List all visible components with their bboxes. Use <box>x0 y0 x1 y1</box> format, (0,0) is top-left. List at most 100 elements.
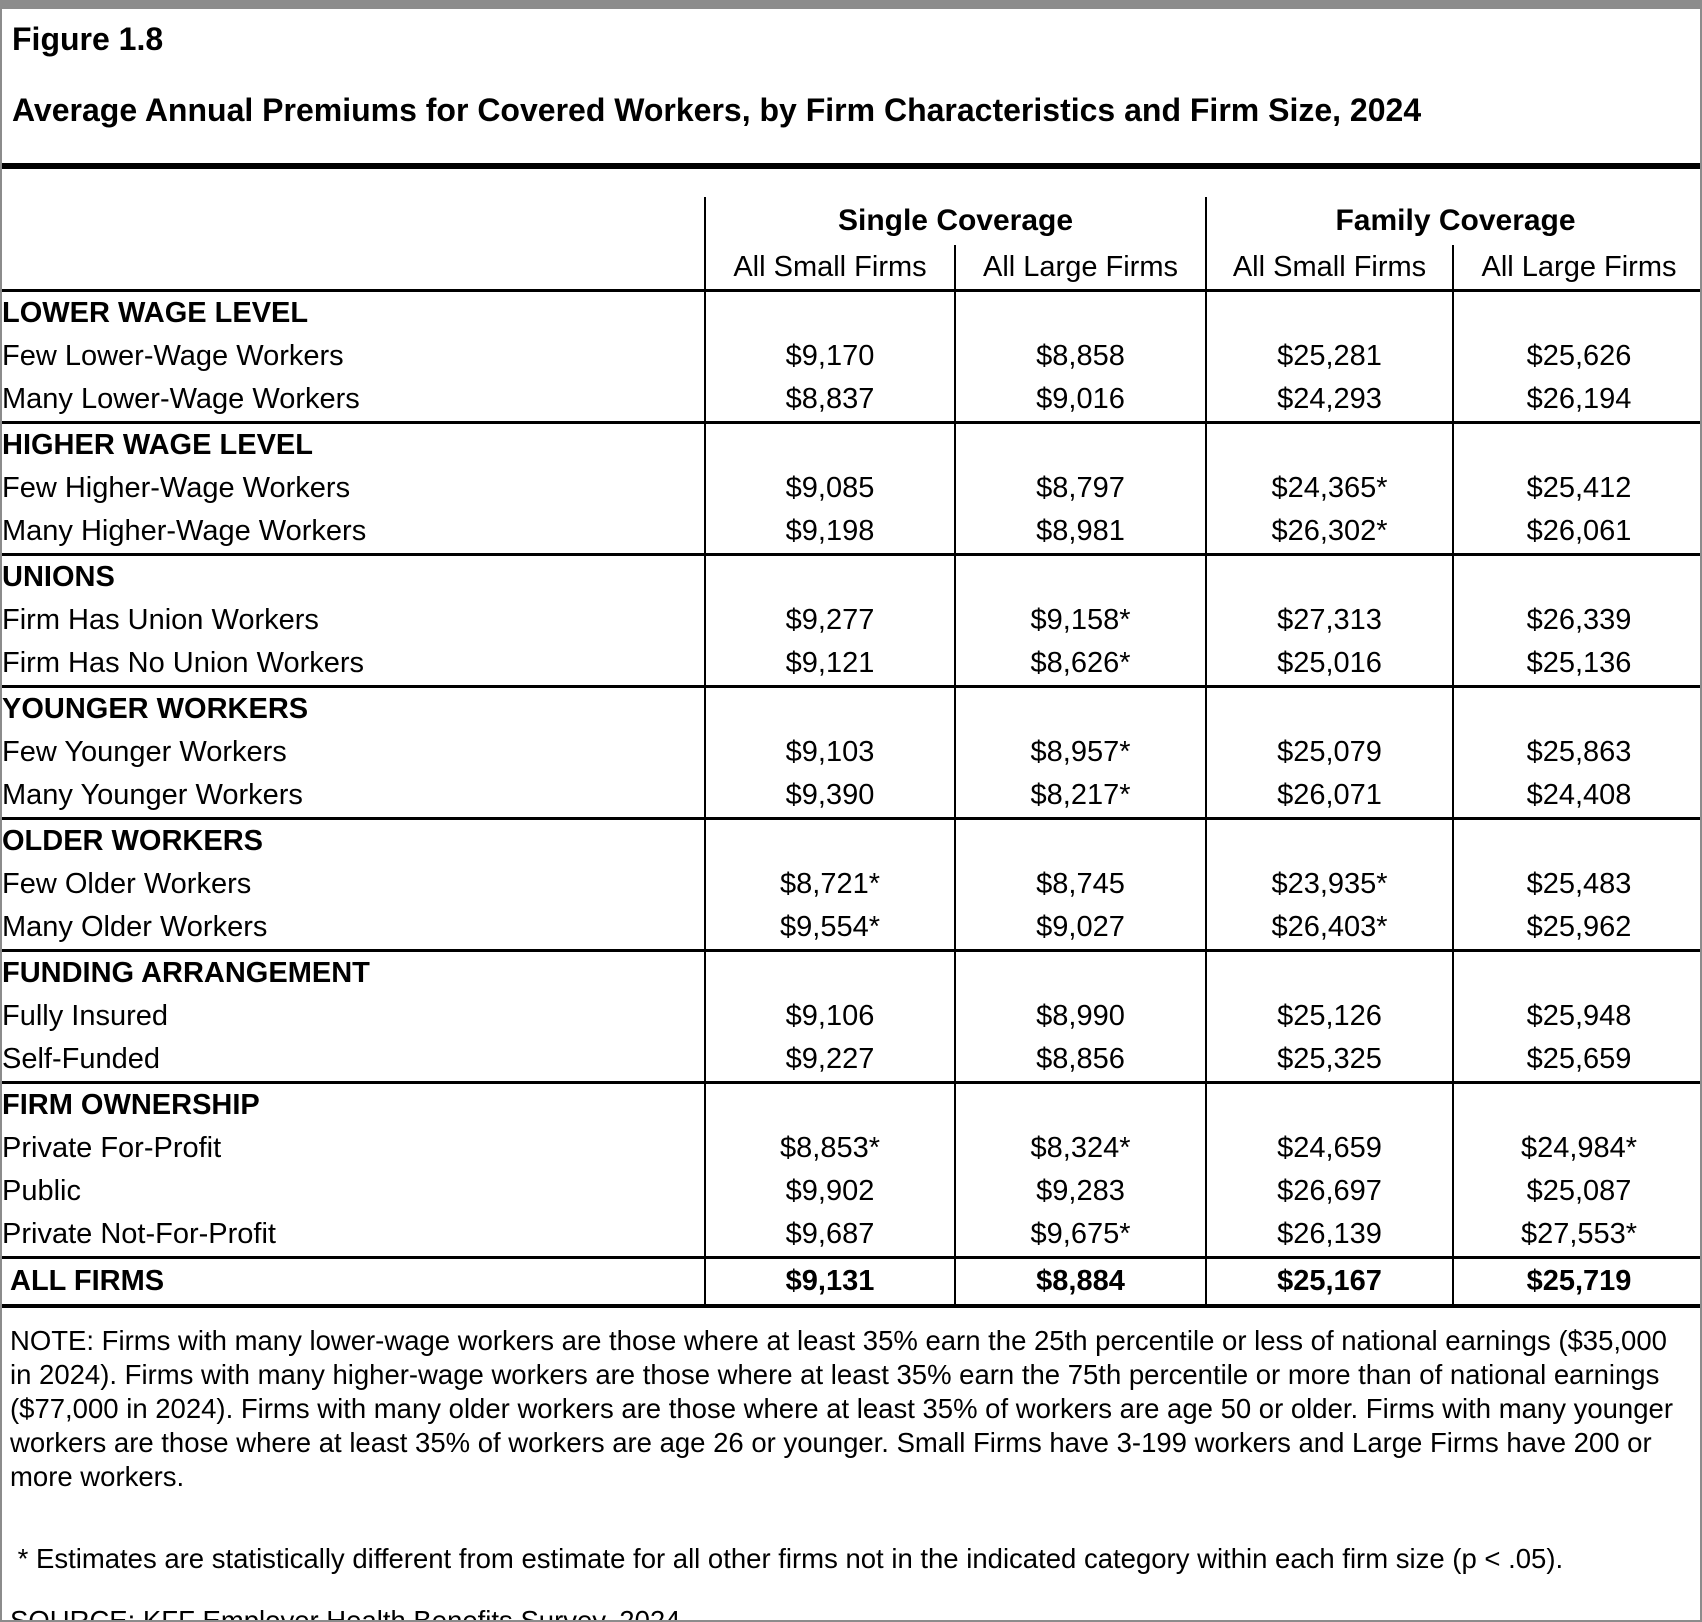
table-row: Fully Insured $9,106 $8,990 $25,126 $25,… <box>2 995 1700 1038</box>
column-header-single-large: All Large Firms <box>953 245 1207 292</box>
value-cell: $9,277 <box>704 599 955 642</box>
section-header-row: HIGHER WAGE LEVEL <box>2 421 1700 467</box>
sub-column-header-row: All Small Firms All Large Firms All Smal… <box>2 245 1700 292</box>
table-row: Many Older Workers $9,554* $9,027 $26,40… <box>2 906 1700 951</box>
table-row: Few Older Workers $8,721* $8,745 $23,935… <box>2 863 1700 906</box>
value-cell: $9,106 <box>704 995 955 1038</box>
value-cell: $8,837 <box>704 378 955 423</box>
row-label: Fully Insured <box>2 1000 169 1032</box>
empty-cell <box>1205 1081 1454 1127</box>
empty-cell <box>953 1081 1207 1127</box>
table-row: Private Not-For-Profit $9,687 $9,675* $2… <box>2 1213 1700 1258</box>
value-cell: $25,016 <box>1205 642 1454 687</box>
section-header: YOUNGER WORKERS <box>2 685 705 731</box>
source-text: SOURCE: KFF Employer Health Benefits Sur… <box>10 1605 681 1622</box>
empty-cell <box>1452 553 1700 599</box>
value-cell: $26,139 <box>1205 1213 1454 1258</box>
value-cell: $9,687 <box>704 1213 955 1258</box>
value-cell: $26,697 <box>1205 1170 1454 1213</box>
empty-cell <box>953 421 1207 467</box>
empty-cell <box>704 289 955 335</box>
value-cell: $24,408 <box>1452 774 1700 819</box>
section-header-row: OLDER WORKERS <box>2 817 1700 863</box>
row-label: Many Younger Workers <box>2 779 303 811</box>
row-label: Self-Funded <box>2 1043 160 1075</box>
section-header-row: YOUNGER WORKERS <box>2 685 1700 731</box>
value-cell: $8,981 <box>953 510 1207 555</box>
row-label: Many Older Workers <box>2 911 268 943</box>
total-value-cell: $25,719 <box>1452 1256 1700 1308</box>
value-cell: $8,957* <box>953 731 1207 774</box>
empty-cell <box>953 685 1207 731</box>
empty-cell <box>953 817 1207 863</box>
value-cell: $9,554* <box>704 906 955 951</box>
value-cell: $25,626 <box>1452 335 1700 378</box>
value-cell: $9,121 <box>704 642 955 687</box>
column-header-family-large: All Large Firms <box>1452 245 1700 292</box>
column-header-family-small: All Small Firms <box>1205 245 1454 292</box>
value-cell: $24,293 <box>1205 378 1454 423</box>
total-value-cell: $8,884 <box>953 1256 1207 1308</box>
value-cell: $8,324* <box>953 1127 1207 1170</box>
value-cell: $8,990 <box>953 995 1207 1038</box>
value-cell: $23,935* <box>1205 863 1454 906</box>
value-cell: $25,948 <box>1452 995 1700 1038</box>
asterisk-note: * Estimates are statistically different … <box>10 1543 1564 1574</box>
empty-cell <box>1452 685 1700 731</box>
value-cell: $26,194 <box>1452 378 1700 423</box>
section-header-row: FIRM OWNERSHIP <box>2 1081 1700 1127</box>
section-header: FUNDING ARRANGEMENT <box>2 949 705 995</box>
empty-cell <box>1205 421 1454 467</box>
value-cell: $25,079 <box>1205 731 1454 774</box>
table-row: Firm Has No Union Workers $9,121 $8,626*… <box>2 642 1700 687</box>
value-cell: $9,170 <box>704 335 955 378</box>
value-cell: $26,339 <box>1452 599 1700 642</box>
value-cell: $25,412 <box>1452 467 1700 510</box>
empty-cell <box>1452 289 1700 335</box>
empty-cell <box>1205 817 1454 863</box>
empty-cell <box>704 685 955 731</box>
row-label: Few Older Workers <box>2 868 252 900</box>
total-value-cell: $9,131 <box>704 1256 955 1308</box>
row-label: Many Lower-Wage Workers <box>2 383 360 415</box>
value-cell: $26,071 <box>1205 774 1454 819</box>
row-label: Few Lower-Wage Workers <box>2 340 344 372</box>
empty-cell <box>1205 949 1454 995</box>
value-cell: $26,302* <box>1205 510 1454 555</box>
value-cell: $25,659 <box>1452 1038 1700 1083</box>
table-row: Self-Funded $9,227 $8,856 $25,325 $25,65… <box>2 1038 1700 1083</box>
footnotes: NOTE: Firms with many lower-wage workers… <box>2 1324 1700 1622</box>
value-cell: $8,217* <box>953 774 1207 819</box>
section-header-row: FUNDING ARRANGEMENT <box>2 949 1700 995</box>
empty-cell <box>953 553 1207 599</box>
table-row: Few Higher-Wage Workers $9,085 $8,797 $2… <box>2 467 1700 510</box>
empty-cell <box>704 1081 955 1127</box>
row-label: Many Higher-Wage Workers <box>2 515 367 547</box>
value-cell: $8,745 <box>953 863 1207 906</box>
value-cell: $9,085 <box>704 467 955 510</box>
value-cell: $9,198 <box>704 510 955 555</box>
value-cell: $8,797 <box>953 467 1207 510</box>
value-cell: $8,853* <box>704 1127 955 1170</box>
empty-cell <box>953 949 1207 995</box>
value-cell: $27,313 <box>1205 599 1454 642</box>
value-cell: $9,227 <box>704 1038 955 1083</box>
note-text: NOTE: Firms with many lower-wage workers… <box>10 1325 1673 1492</box>
column-group-family-coverage: Family Coverage <box>1205 197 1700 245</box>
value-cell: $9,390 <box>704 774 955 819</box>
value-cell: $9,283 <box>953 1170 1207 1213</box>
value-cell: $26,061 <box>1452 510 1700 555</box>
figure-title: Average Annual Premiums for Covered Work… <box>12 92 1422 128</box>
table-row: Few Younger Workers $9,103 $8,957* $25,0… <box>2 731 1700 774</box>
section-header: UNIONS <box>2 553 705 599</box>
value-cell: $9,103 <box>704 731 955 774</box>
empty-cell <box>1205 685 1454 731</box>
value-cell: $25,962 <box>1452 906 1700 951</box>
column-group-single-coverage: Single Coverage <box>703 197 1207 245</box>
row-label: Private For-Profit <box>2 1132 222 1164</box>
empty-cell <box>1452 1081 1700 1127</box>
value-cell: $9,016 <box>953 378 1207 423</box>
figure-label: Figure 1.8 <box>12 21 164 57</box>
table-row: Few Lower-Wage Workers $9,170 $8,858 $25… <box>2 335 1700 378</box>
